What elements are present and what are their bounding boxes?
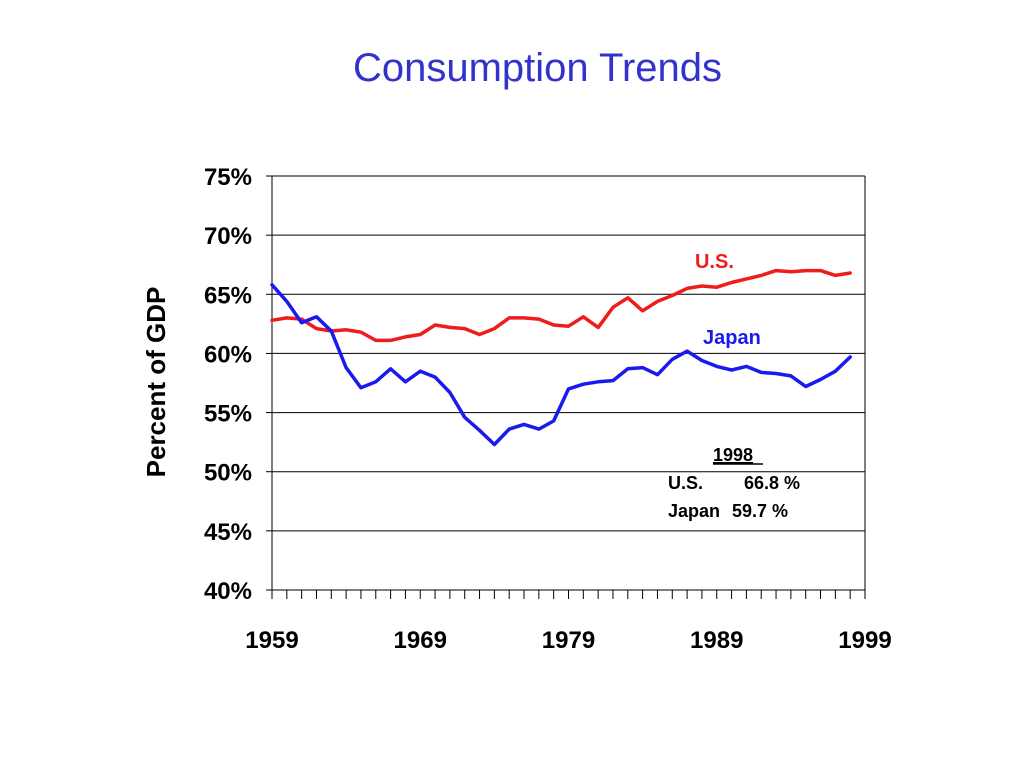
annotation-us-value: 66.8 % bbox=[744, 473, 800, 493]
series-label-japan: Japan bbox=[703, 327, 761, 349]
series-line-us bbox=[270, 268, 852, 343]
y-tick-label: 60% bbox=[204, 341, 252, 368]
x-tick-label: 1989 bbox=[690, 627, 743, 654]
x-tick-label: 1979 bbox=[542, 627, 595, 654]
y-axis-label: Percent of GDP bbox=[141, 287, 171, 478]
grid-lines bbox=[272, 175, 865, 591]
x-tick-label: 1959 bbox=[245, 627, 298, 654]
series-lines bbox=[270, 268, 852, 447]
x-axis: 1959 1969 1979 1989 1999 bbox=[245, 590, 892, 654]
x-tick-label: 1999 bbox=[838, 627, 891, 654]
series-line-japan bbox=[270, 283, 852, 447]
plot-area-frame bbox=[271, 176, 866, 590]
y-tick-label: 45% bbox=[204, 519, 252, 546]
y-tick-label: 75% bbox=[204, 164, 252, 191]
x-tick-label: 1969 bbox=[394, 627, 447, 654]
y-tick-label: 40% bbox=[204, 578, 252, 605]
annotation-japan-value: 59.7 % bbox=[732, 501, 788, 521]
series-label-us: U.S. bbox=[695, 251, 734, 273]
y-tick-label: 65% bbox=[204, 282, 252, 309]
y-tick-label: 70% bbox=[204, 223, 252, 250]
y-tick-labels: 40% 45% 50% 55% 60% 65% 70% 75% bbox=[204, 164, 272, 605]
slide-title: Consumption Trends bbox=[352, 46, 723, 90]
y-tick-label: 55% bbox=[204, 401, 252, 428]
annotation-header: 1998 bbox=[713, 445, 753, 465]
y-tick-label: 50% bbox=[204, 460, 252, 487]
annotation-japan-label: Japan bbox=[668, 501, 720, 521]
annotation-us-label: U.S. bbox=[668, 473, 703, 493]
